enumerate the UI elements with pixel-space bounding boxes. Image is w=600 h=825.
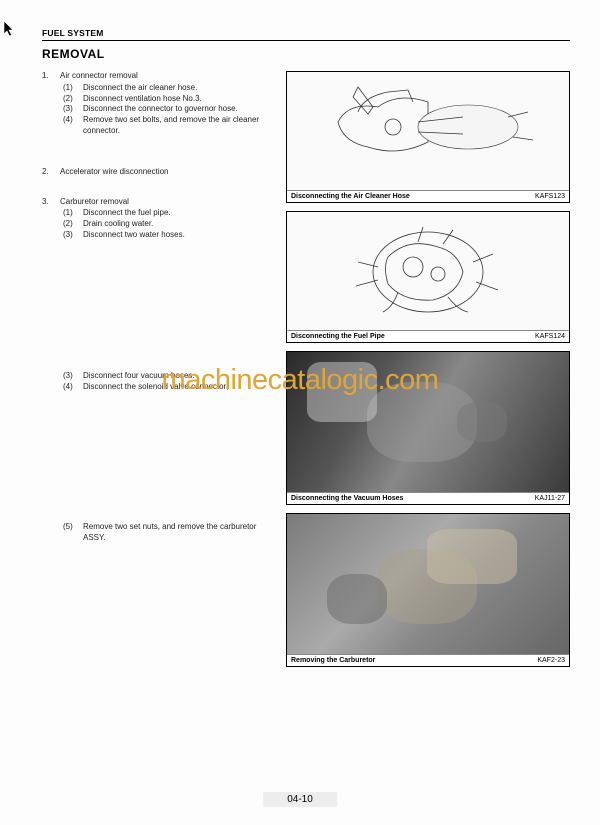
figure-caption: Disconnecting the Vacuum Hoses KAJ11-27	[287, 492, 569, 504]
step-body: Accelerator wire disconnection	[60, 167, 272, 179]
step-body: Air connector removal (1) Disconnect the…	[60, 71, 272, 137]
step-title: Carburetor removal	[60, 197, 272, 208]
step-number: 1.	[42, 71, 60, 137]
mouse-cursor-icon	[3, 20, 17, 38]
substep: (2) Drain cooling water.	[60, 219, 272, 230]
figure: Disconnecting the Air Cleaner Hose KAFS1…	[286, 71, 570, 203]
substep: (3) Disconnect two water hoses.	[60, 230, 272, 241]
figure: Removing the Carburetor KAF2-23	[286, 513, 570, 667]
step-title: Accelerator wire disconnection	[60, 167, 272, 178]
step-title: Air connector removal	[60, 71, 272, 82]
section-title: REMOVAL	[42, 47, 570, 61]
substep: (3) Disconnect the connector to governor…	[60, 104, 272, 115]
figure-caption: Disconnecting the Air Cleaner Hose KAFS1…	[287, 190, 569, 202]
step-number: 3.	[42, 197, 60, 241]
figure: Disconnecting the Fuel Pipe KAFS124	[286, 211, 570, 343]
substep: (4) Remove two set bolts, and remove the…	[60, 115, 272, 137]
step: 3. Carburetor removal (1) Disconnect the…	[42, 197, 272, 241]
figure-image	[287, 212, 569, 330]
page-number: 04-10	[263, 792, 337, 807]
step-number: 2.	[42, 167, 60, 179]
watermark: machinecatalogic.com	[162, 364, 439, 397]
document-page: FUEL SYSTEM REMOVAL 1. Air connector rem…	[0, 0, 600, 825]
step: 2. Accelerator wire disconnection	[42, 167, 272, 179]
step-body: Carburetor removal (1) Disconnect the fu…	[60, 197, 272, 241]
page-header: FUEL SYSTEM	[42, 28, 570, 41]
step-continued: (5) Remove two set nuts, and remove the …	[42, 522, 272, 544]
substep: (1) Disconnect the fuel pipe.	[60, 208, 272, 219]
substep: (5) Remove two set nuts, and remove the …	[60, 522, 272, 544]
figure-image	[287, 72, 569, 190]
header-title: FUEL SYSTEM	[42, 28, 570, 38]
figure-caption: Disconnecting the Fuel Pipe KAFS124	[287, 330, 569, 342]
figure-image	[287, 514, 569, 654]
figure-caption: Removing the Carburetor KAF2-23	[287, 654, 569, 666]
substep: (1) Disconnect the air cleaner hose.	[60, 83, 272, 94]
step: 1. Air connector removal (1) Disconnect …	[42, 71, 272, 137]
substep: (2) Disconnect ventilation hose No.3.	[60, 94, 272, 105]
